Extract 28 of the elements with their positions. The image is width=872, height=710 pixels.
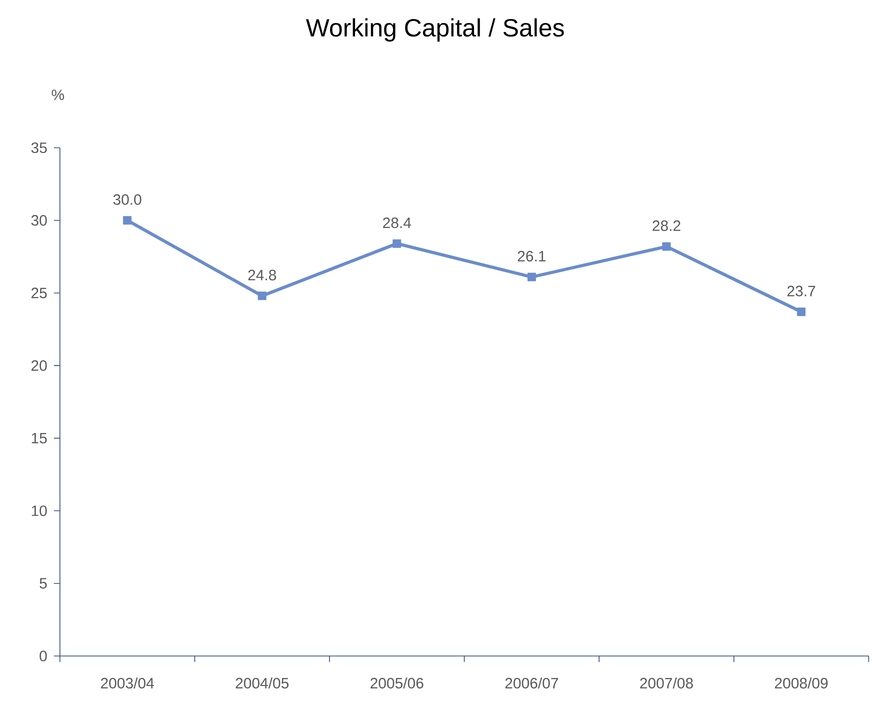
x-tick-label: 2005/06: [370, 678, 424, 689]
data-label: 30.0: [113, 194, 142, 205]
y-tick-label: 20: [31, 360, 47, 371]
data-label: 26.1: [518, 250, 546, 262]
point: [123, 216, 132, 225]
y-axis-title: %: [52, 90, 64, 100]
y-tick-label: 5: [40, 578, 47, 589]
point: [392, 239, 402, 248]
y-tick-label: 25: [31, 288, 47, 298]
point: [662, 242, 671, 251]
y-tick-label: 15: [32, 433, 47, 444]
data-label: 23.7: [787, 286, 816, 296]
x-tick-label: 2006/07: [505, 678, 558, 689]
x-tick-label: 2004/05: [236, 678, 289, 689]
x-tick-label: 2008/09: [774, 678, 828, 689]
point: [797, 308, 806, 316]
point: [527, 272, 536, 282]
data-label: 24.8: [248, 270, 276, 280]
x-tick-label: 2003/04: [100, 678, 154, 689]
y-tick-label: 10: [32, 506, 47, 516]
y-tick-label: 0: [40, 650, 47, 662]
chart-title: Working Capital / Sales: [306, 18, 564, 42]
x-tick-label: 2007/08: [640, 678, 693, 689]
data-label: 28.2: [652, 220, 680, 232]
y-tick-label: 30: [31, 215, 47, 226]
data-label: 28.4: [383, 218, 412, 228]
point: [258, 292, 266, 300]
y-tick-label: 35: [31, 142, 47, 154]
